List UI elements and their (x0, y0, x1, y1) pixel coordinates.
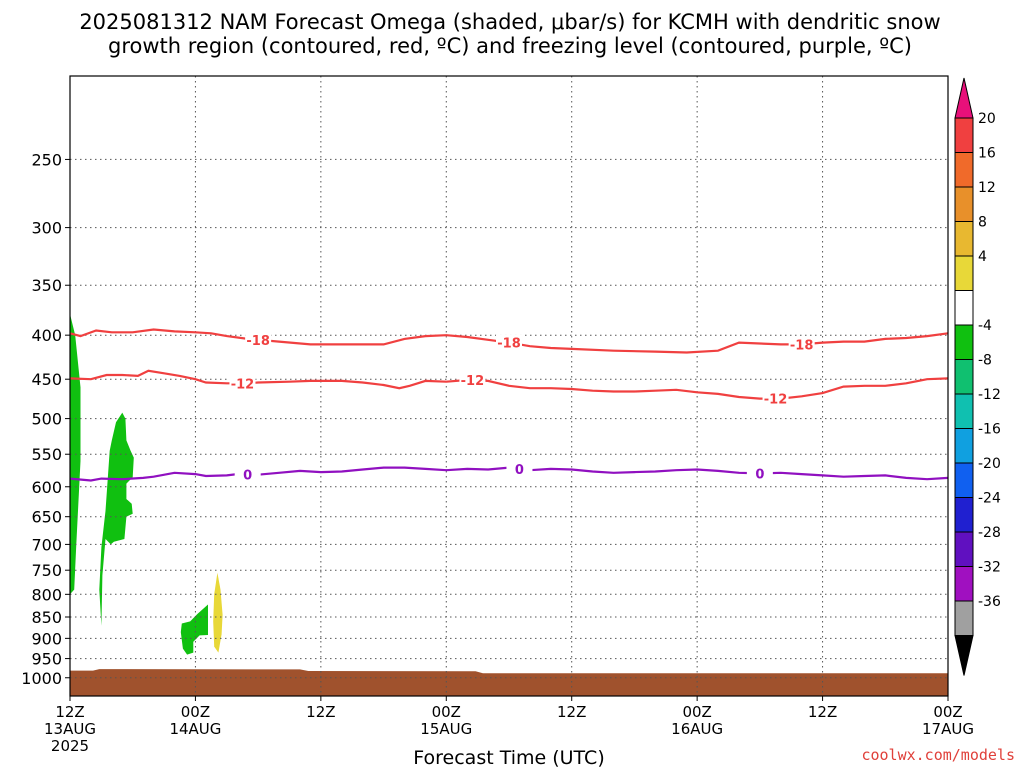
time-tick-label: 12Z (55, 703, 84, 721)
chart-title-line-1: 2025081312 NAM Forecast Omega (shaded, μ… (79, 10, 940, 34)
colorbar-tick-label: 16 (978, 146, 996, 162)
pressure-tick-label: 900 (31, 629, 62, 648)
colorbar-segment (954, 428, 974, 464)
time-tick-label: 15AUG (420, 720, 472, 738)
colorbar-tick-label: -36 (978, 594, 1001, 610)
x-axis-label: Forecast Time (UTC) (413, 747, 604, 768)
contour-label-bg (788, 336, 815, 353)
colorbar-segment (954, 359, 974, 395)
pressure-tick-label: 300 (31, 219, 62, 238)
colorbar-tick-label: -28 (978, 525, 1001, 541)
contour-layer: -18 -18 -18 -12 -12 -12 0 0 0 (69, 328, 949, 483)
colorbar-tick-label: -8 (978, 353, 992, 369)
contour-label: -18 (790, 338, 814, 353)
pressure-tick-label: 950 (31, 650, 62, 669)
colorbar-top-triangle (954, 77, 974, 119)
pressure-axis: 250 300 350 400 450 500 550 600 650 700 750 800 850 9… (21, 150, 70, 688)
contour-label-bg (496, 334, 522, 351)
colorbar-segment (954, 462, 974, 498)
pressure-tick-label: 700 (31, 535, 62, 554)
time-tick-label: 13AUG (44, 720, 96, 738)
time-tick-label: 00Z (432, 703, 461, 721)
omega-shaded-region (213, 572, 223, 653)
pressure-tick-label: 350 (31, 276, 62, 295)
omega-shading-layer (70, 314, 223, 655)
colorbar-tick-label: -12 (978, 387, 1001, 403)
colorbar-segment (954, 221, 974, 257)
colorbar-tick-label: -4 (978, 318, 992, 334)
pressure-tick-label: 500 (31, 410, 62, 429)
colorbar-tick-label: -32 (978, 560, 1001, 576)
time-tick-label: 17AUG (922, 720, 974, 738)
time-tick-label: 2025 (51, 737, 89, 755)
contour-label: 0 (243, 468, 252, 483)
pressure-tick-label: 400 (31, 326, 62, 345)
contour-label-bg (234, 466, 261, 483)
colorbar-segment (954, 117, 974, 153)
colorbar-segment (954, 600, 974, 636)
contour-label: 0 (515, 463, 524, 478)
pressure-tick-label: 450 (31, 370, 62, 389)
colorbar-tick-label: 4 (978, 249, 987, 265)
colorbar-tick-label: -16 (978, 422, 1001, 438)
colorbar-segment (954, 152, 974, 188)
plot-area: -18 -18 -18 -12 -12 -12 0 0 0 (69, 75, 949, 697)
pressure-tick-label: 750 (31, 561, 62, 580)
contour-label: -18 (497, 337, 521, 352)
omega-colorbar: 20 16 12 8 4 -4 -8 -12 -16 -20 -24 -28 -32 -36 (954, 77, 1001, 676)
colorbar-tick-label: 12 (978, 180, 996, 196)
colorbar-bottom-triangle (954, 635, 974, 676)
colorbar-tick-label: 8 (978, 215, 987, 231)
ground-layer (70, 669, 948, 696)
colorbar-segment (954, 324, 974, 360)
omega-shaded-region (180, 604, 208, 655)
pressure-tick-label: 850 (31, 608, 62, 627)
time-tick-label: 12Z (557, 703, 586, 721)
pressure-tick-label: 800 (31, 585, 62, 604)
time-tick-label: 16AUG (671, 720, 723, 738)
chart-title-line-2: growth region (contoured, red, ºC) and f… (108, 34, 912, 58)
ground-terrain (70, 669, 948, 696)
pressure-tick-label: 1000 (21, 669, 62, 688)
contour-label-bg (229, 375, 256, 392)
time-tick-label: 14AUG (169, 720, 221, 738)
pressure-tick-label: 550 (31, 445, 62, 464)
credit-text: coolwx.com/models (861, 746, 1015, 764)
omega-shaded-region (99, 412, 134, 626)
pressure-tick-label: 650 (31, 508, 62, 527)
pressure-tick-label: 250 (31, 150, 62, 169)
colorbar-tick-label: 20 (978, 111, 996, 127)
time-tick-label: 00Z (181, 703, 210, 721)
contour-label: -12 (764, 393, 788, 408)
colorbar-segment (954, 255, 974, 291)
contour-label-bg (746, 465, 773, 482)
colorbar-segment (954, 566, 974, 602)
time-tick-label: 12Z (808, 703, 837, 721)
time-tick-label: 00Z (933, 703, 962, 721)
contour-label-bg (762, 390, 789, 407)
time-tick-label: 12Z (306, 703, 335, 721)
contour-label-bg (459, 372, 486, 389)
contour-label: -12 (231, 377, 255, 392)
colorbar-segment (954, 393, 974, 429)
contour-label-bg (506, 460, 533, 477)
colorbar-segment (954, 186, 974, 222)
colorbar-segment (954, 290, 974, 326)
contour-line (69, 369, 949, 400)
contour-label: -18 (246, 334, 270, 349)
colorbar-segment (954, 497, 974, 533)
contour-label: 0 (755, 467, 764, 482)
colorbar-segment (954, 531, 974, 567)
contour-line (69, 466, 949, 482)
colorbar-tick-label: -24 (978, 491, 1001, 507)
contour-label-bg (245, 331, 272, 348)
time-tick-label: 00Z (682, 703, 711, 721)
plot-frame (69, 75, 949, 697)
contour-line (69, 328, 949, 354)
pressure-tick-label: 600 (31, 478, 62, 497)
colorbar-tick-label: -20 (978, 456, 1001, 472)
contour-label: -12 (461, 374, 485, 389)
